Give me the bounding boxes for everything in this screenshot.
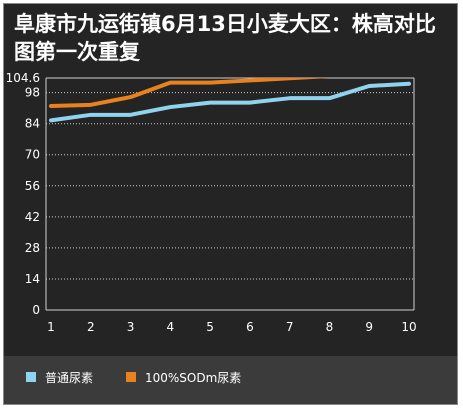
x-tick-label: 1 [47, 320, 55, 334]
series-line-2 [49, 78, 330, 108]
x-tick-label: 3 [127, 320, 135, 334]
x-tick-label: 4 [167, 320, 175, 334]
chart-title: 阜康市九运街镇6月13日小麦大区：株高对比图第一次重复 [14, 12, 436, 64]
x-tick-label: 8 [326, 320, 334, 334]
x-tick-label: 7 [286, 320, 294, 334]
y-tick-label: 28 [25, 241, 40, 255]
y-tick-label: 98 [25, 86, 40, 100]
x-tick-label: 6 [246, 320, 254, 334]
y-tick-label: 104.6 [6, 71, 40, 85]
chart-frame: 阜康市九运街镇6月13日小麦大区：株高对比图第一次重复 0 14 28 42 56 70 8… [3, 3, 458, 405]
x-tick-label: 2 [87, 320, 95, 334]
legend-swatch [26, 372, 36, 382]
y-tick-label: 14 [25, 272, 40, 286]
y-tick-label: 70 [25, 148, 40, 162]
legend-item-series-1: 普通尿素 [26, 367, 93, 387]
legend: 普通尿素 100%SODm尿素 [4, 356, 457, 404]
y-tick-label: 56 [25, 179, 40, 193]
legend-label: 普通尿素 [45, 370, 94, 385]
legend-label: 100%SODm尿素 [145, 370, 242, 385]
x-tick-label: 9 [365, 320, 373, 334]
x-axis-ticks: 1 2 3 4 5 6 7 8 9 10 [47, 320, 416, 334]
legend-swatch [126, 372, 136, 382]
x-tick-label: 10 [401, 320, 416, 334]
series-lines [49, 78, 411, 123]
y-tick-label: 42 [25, 210, 40, 224]
gridlines [45, 77, 415, 311]
y-tick-label: 84 [25, 117, 40, 131]
y-tick-label: 0 [32, 303, 40, 317]
series-line-1 [49, 81, 411, 123]
legend-item-series-2: 100%SODm尿素 [126, 367, 241, 387]
x-tick-label: 5 [206, 320, 214, 334]
